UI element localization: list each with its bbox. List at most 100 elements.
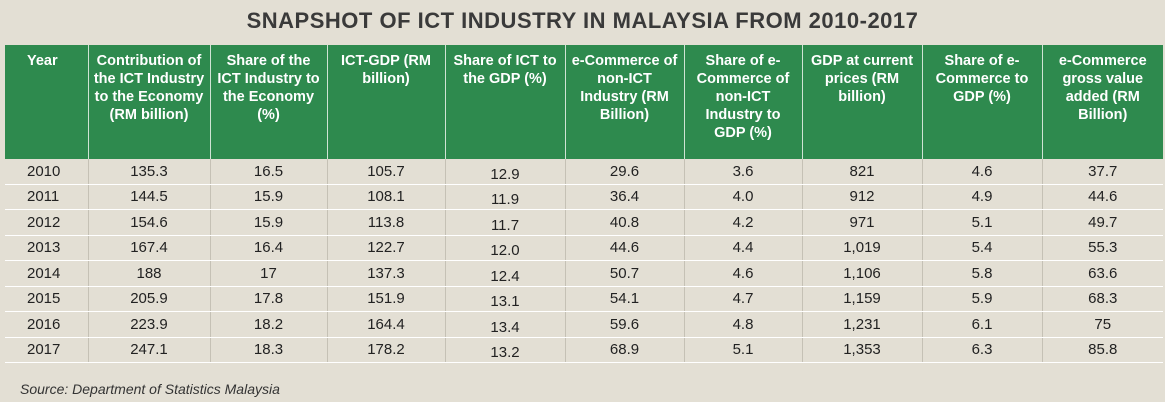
table-cell: 108.1 bbox=[327, 184, 446, 210]
year-cell: 2012 bbox=[5, 209, 89, 236]
table-row: 2012 154.6 15.9 113.8 11.7 40.8 4.2 971 5.1 49.7 bbox=[5, 209, 1163, 236]
table-cell: 85.8 bbox=[1042, 337, 1163, 363]
table-cell: 6.3 bbox=[922, 337, 1043, 363]
table-cell: 5.9 bbox=[922, 286, 1043, 312]
table-cell: 135.3 bbox=[88, 159, 211, 185]
table-row: 2016 223.9 18.2 164.4 13.4 59.6 4.8 1,231 6.1 75 bbox=[5, 311, 1163, 338]
table-cell: 151.9 bbox=[327, 286, 446, 312]
table-cell: 6.1 bbox=[922, 311, 1043, 338]
year-cell: 2010 bbox=[5, 159, 89, 185]
table-cell: 1,106 bbox=[802, 260, 923, 287]
table-cell: 1,353 bbox=[802, 337, 923, 363]
table-cell: 17 bbox=[210, 260, 328, 287]
table-cell: 49.7 bbox=[1042, 209, 1163, 236]
source-note: Source: Department of Statistics Malaysi… bbox=[20, 381, 280, 397]
table-cell: 16.4 bbox=[210, 235, 328, 261]
table-row: 2015 205.9 17.8 151.9 13.1 54.1 4.7 1,159 5.9 68.… bbox=[5, 286, 1163, 312]
table-row: 2011 144.5 15.9 108.1 11.9 36.4 4.0 912 4.9 44.6 bbox=[5, 184, 1163, 210]
table-cell: 17.8 bbox=[210, 286, 328, 312]
table-cell: 1,159 bbox=[802, 286, 923, 312]
table-cell: 12.0 bbox=[445, 235, 566, 261]
table-cell: 12.4 bbox=[445, 260, 566, 287]
table-cell: 54.1 bbox=[565, 286, 685, 312]
year-cell: 2014 bbox=[5, 260, 89, 287]
year-cell: 2016 bbox=[5, 311, 89, 338]
table-cell: 5.1 bbox=[684, 337, 803, 363]
table-cell: 68.3 bbox=[1042, 286, 1163, 312]
table-cell: 75 bbox=[1042, 311, 1163, 338]
table-cell: 36.4 bbox=[565, 184, 685, 210]
table-cell: 4.9 bbox=[922, 184, 1043, 210]
table-cell: 971 bbox=[802, 209, 923, 236]
table-cell: 11.9 bbox=[445, 184, 566, 210]
column-header: GDP at current prices (RM billion) bbox=[802, 45, 923, 159]
table-cell: 105.7 bbox=[327, 159, 446, 185]
table-cell: 13.4 bbox=[445, 311, 566, 338]
table-cell: 137.3 bbox=[327, 260, 446, 287]
table-cell: 16.5 bbox=[210, 159, 328, 185]
column-header: e-Commerce gross value added (RM Billion… bbox=[1042, 45, 1163, 159]
table-cell: 37.7 bbox=[1042, 159, 1163, 185]
table-cell: 4.6 bbox=[684, 260, 803, 287]
table-body: 2010 135.3 16.5 105.7 12.9 29.6 3.6 821 4.6 37.7 2… bbox=[5, 159, 1163, 363]
table-row: 2017 247.1 18.3 178.2 13.2 68.9 5.1 1,353 6.3 85.… bbox=[5, 337, 1163, 363]
table-cell: 4.2 bbox=[684, 209, 803, 236]
year-cell: 2013 bbox=[5, 235, 89, 261]
table-cell: 167.4 bbox=[88, 235, 211, 261]
column-header: Share of the ICT Industry to the Economy… bbox=[210, 45, 328, 159]
column-header: e-Commerce of non-ICT Industry (RM Billi… bbox=[565, 45, 685, 159]
table-cell: 178.2 bbox=[327, 337, 446, 363]
table-cell: 13.1 bbox=[445, 286, 566, 312]
table-title: SNAPSHOT OF ICT INDUSTRY IN MALAYSIA FRO… bbox=[246, 8, 919, 33]
table-cell: 223.9 bbox=[88, 311, 211, 338]
column-header: Share of e-Commerce of non-ICT Industry … bbox=[684, 45, 803, 159]
table-cell: 50.7 bbox=[565, 260, 685, 287]
table-cell: 4.8 bbox=[684, 311, 803, 338]
column-header: Share of e-Commerce to GDP (%) bbox=[922, 45, 1043, 159]
table-cell: 5.8 bbox=[922, 260, 1043, 287]
column-header: Share of ICT to the GDP (%) bbox=[445, 45, 566, 159]
table-cell: 154.6 bbox=[88, 209, 211, 236]
header-row: Year Contribution of the ICT Industry to … bbox=[5, 45, 1163, 159]
table-cell: 821 bbox=[802, 159, 923, 185]
table-cell: 4.7 bbox=[684, 286, 803, 312]
table-cell: 15.9 bbox=[210, 209, 328, 236]
table-cell: 1,019 bbox=[802, 235, 923, 261]
column-header: Year bbox=[5, 45, 89, 159]
table-cell: 18.2 bbox=[210, 311, 328, 338]
table-cell: 40.8 bbox=[565, 209, 685, 236]
table-cell: 55.3 bbox=[1042, 235, 1163, 261]
table-cell: 5.4 bbox=[922, 235, 1043, 261]
table-cell: 5.1 bbox=[922, 209, 1043, 236]
table-cell: 59.6 bbox=[565, 311, 685, 338]
year-cell: 2017 bbox=[5, 337, 89, 363]
table-row: 2014 188 17 137.3 12.4 50.7 4.6 1,106 5.8 63.6 bbox=[5, 260, 1163, 287]
table-cell: 4.6 bbox=[922, 159, 1043, 185]
table-cell: 4.4 bbox=[684, 235, 803, 261]
table-cell: 12.9 bbox=[445, 159, 566, 185]
table-cell: 1,231 bbox=[802, 311, 923, 338]
table-cell: 13.2 bbox=[445, 337, 566, 363]
table-cell: 44.6 bbox=[1042, 184, 1163, 210]
column-header: Contribution of the ICT Industry to the … bbox=[88, 45, 211, 159]
table-cell: 68.9 bbox=[565, 337, 685, 363]
table-cell: 29.6 bbox=[565, 159, 685, 185]
table-cell: 4.0 bbox=[684, 184, 803, 210]
table-cell: 205.9 bbox=[88, 286, 211, 312]
ict-data-table: Year Contribution of the ICT Industry to … bbox=[5, 45, 1163, 363]
column-header: ICT-GDP (RM billion) bbox=[327, 45, 446, 159]
table-cell: 164.4 bbox=[327, 311, 446, 338]
table-cell: 11.7 bbox=[445, 209, 566, 236]
table-cell: 247.1 bbox=[88, 337, 211, 363]
table-cell: 3.6 bbox=[684, 159, 803, 185]
table-cell: 113.8 bbox=[327, 209, 446, 236]
table-cell: 188 bbox=[88, 260, 211, 287]
table-cell: 912 bbox=[802, 184, 923, 210]
table-cell: 18.3 bbox=[210, 337, 328, 363]
table-cell: 44.6 bbox=[565, 235, 685, 261]
year-cell: 2015 bbox=[5, 286, 89, 312]
table-cell: 122.7 bbox=[327, 235, 446, 261]
table-cell: 63.6 bbox=[1042, 260, 1163, 287]
year-cell: 2011 bbox=[5, 184, 89, 210]
table-row: 2013 167.4 16.4 122.7 12.0 44.6 4.4 1,019 5.4 55.… bbox=[5, 235, 1163, 261]
